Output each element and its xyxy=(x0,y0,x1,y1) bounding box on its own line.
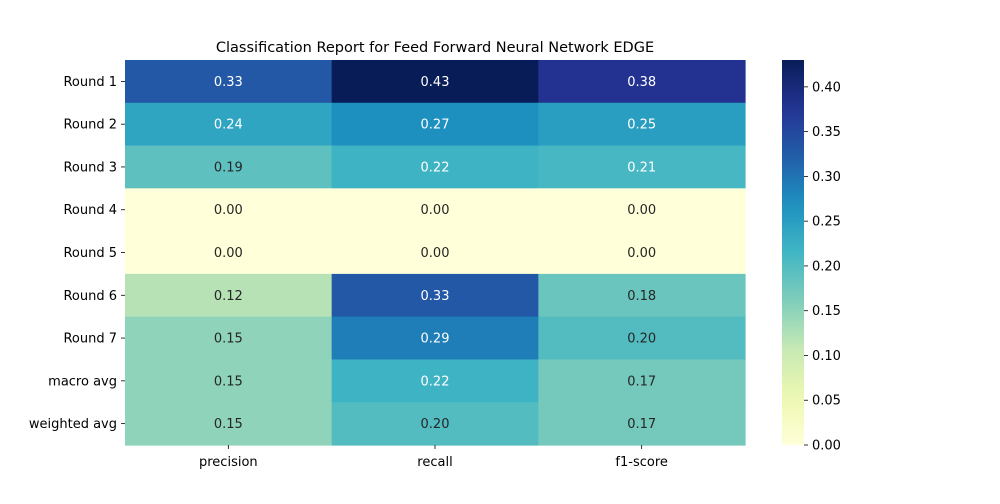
row-labels: Round 1 Round 2 Round 3 Round 4 Round 5 Round… xyxy=(29,75,125,432)
cell-value-label: 0.18 xyxy=(627,289,656,304)
cell-value-label: 0.15 xyxy=(214,417,243,432)
column-label: f1-score xyxy=(615,455,667,470)
heatmap-cell xyxy=(331,188,539,232)
cell-value-label: 0.00 xyxy=(421,203,450,218)
cell-value-label: 0.33 xyxy=(421,289,450,304)
row-label: Round 2 xyxy=(63,118,117,133)
colorbar: 0.00 0.05 0.10 0.15 0.20 0.25 0.30 0.35 0.40 xyxy=(782,60,841,454)
cell-value-label: 0.21 xyxy=(627,160,656,175)
cell-value-label: 0.00 xyxy=(214,203,243,218)
cell-value-label: 0.15 xyxy=(214,374,243,389)
heatmap-cell xyxy=(331,402,539,446)
colorbar-tick-label: 0.25 xyxy=(812,215,841,230)
cell-value-label: 0.19 xyxy=(214,160,243,175)
heatmap-cell xyxy=(538,359,746,403)
colorbar-tick-label: 0.20 xyxy=(812,259,841,274)
heatmap-cell xyxy=(538,60,746,104)
heatmap-cell xyxy=(331,231,539,275)
heatmap-cell xyxy=(538,102,746,147)
cell-value-label: 0.20 xyxy=(627,332,656,347)
heatmap-cell xyxy=(125,316,333,361)
column-label: recall xyxy=(417,455,452,470)
heatmap-cell xyxy=(538,231,746,275)
colorbar-tick-label: 0.30 xyxy=(812,170,841,185)
cell-value-label: 0.24 xyxy=(214,118,243,133)
cell-value-label: 0.00 xyxy=(627,203,656,218)
column-labels: precision recall f1-score xyxy=(199,445,668,470)
heatmap-cell xyxy=(125,359,333,403)
heatmap-cell xyxy=(125,60,333,104)
cell-value-label: 0.25 xyxy=(627,118,656,133)
cell-value-label: 0.17 xyxy=(627,417,656,432)
colorbar-tick-label: 0.00 xyxy=(812,439,841,454)
colorbar-tick-label: 0.05 xyxy=(812,394,841,409)
row-label: Round 5 xyxy=(63,246,117,261)
heatmap-cell xyxy=(331,316,539,361)
heatmap-cell xyxy=(538,273,746,318)
heatmap-cell xyxy=(331,359,539,403)
cell-value-label: 0.00 xyxy=(421,246,450,261)
colorbar-tick-label: 0.40 xyxy=(812,80,841,95)
cell-value-label: 0.12 xyxy=(214,289,243,304)
column-label: precision xyxy=(199,455,258,470)
colorbar-tick-label: 0.35 xyxy=(812,125,841,140)
row-label: Round 3 xyxy=(63,160,117,175)
heatmap-cell xyxy=(125,102,333,147)
cell-value-label: 0.17 xyxy=(627,374,656,389)
cell-value-label: 0.22 xyxy=(421,160,450,175)
heatmap-cell xyxy=(538,402,746,446)
heatmap-cell xyxy=(125,188,333,232)
cell-value-label: 0.00 xyxy=(627,246,656,261)
heatmap-cell xyxy=(538,316,746,361)
cell-value-label: 0.38 xyxy=(627,75,656,90)
heatmap-cell xyxy=(331,102,539,147)
colorbar-tick-label: 0.15 xyxy=(812,304,841,319)
row-label: Round 6 xyxy=(63,289,117,304)
row-label: macro avg xyxy=(48,374,117,389)
heatmap-cell xyxy=(538,145,746,189)
colorbar-gradient xyxy=(782,60,804,445)
row-label: Round 1 xyxy=(63,75,117,90)
chart-title: Classification Report for Feed Forward N… xyxy=(216,40,654,56)
heatmap-cell xyxy=(331,60,539,104)
heatmap-cell xyxy=(331,145,539,189)
heatmap-cells: 0.33 0.43 0.38 0.24 0.27 0.25 0.19 0.22 0.21 0.00… xyxy=(125,60,746,446)
heatmap-cell xyxy=(538,188,746,232)
cell-value-label: 0.29 xyxy=(421,332,450,347)
heatmap-cell xyxy=(125,402,333,446)
row-label: weighted avg xyxy=(29,417,117,432)
cell-value-label: 0.33 xyxy=(214,75,243,90)
cell-value-label: 0.27 xyxy=(421,118,450,133)
heatmap-cell xyxy=(125,145,333,189)
heatmap-cell xyxy=(125,231,333,275)
row-label: Round 4 xyxy=(63,203,117,218)
heatmap-cell xyxy=(331,273,539,318)
cell-value-label: 0.15 xyxy=(214,332,243,347)
heatmap-cell xyxy=(125,273,333,318)
cell-value-label: 0.00 xyxy=(214,246,243,261)
cell-value-label: 0.22 xyxy=(421,374,450,389)
colorbar-tick-label: 0.10 xyxy=(812,349,841,364)
row-label: Round 7 xyxy=(63,332,117,347)
cell-value-label: 0.20 xyxy=(421,417,450,432)
cell-value-label: 0.43 xyxy=(421,75,450,90)
